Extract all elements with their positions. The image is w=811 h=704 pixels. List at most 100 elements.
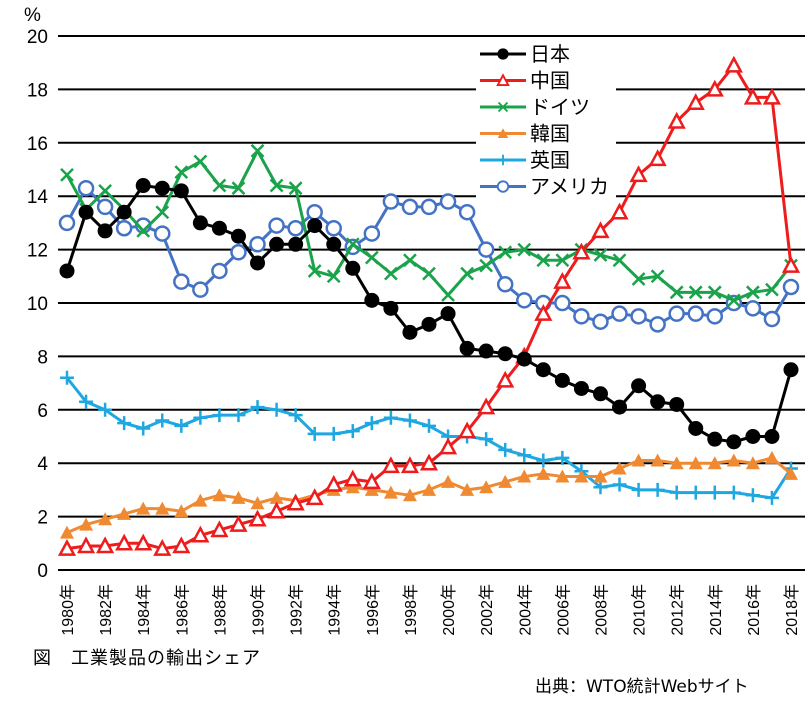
data-point [60,525,74,539]
data-point [743,87,762,105]
x-tick-label: 2002年 [478,584,496,636]
series-line [65,376,793,500]
data-point [688,456,703,470]
data-point [402,413,417,428]
data-point [384,266,398,281]
y-tick-label: 10 [27,294,48,315]
data-point [231,408,246,423]
data-point [459,340,475,356]
data-point [631,482,646,497]
data-point [650,482,665,497]
data-point [193,493,208,507]
data-point [401,198,419,216]
data-point [535,362,551,378]
data-point [707,285,722,300]
data-point [307,218,323,234]
data-point [250,143,265,158]
data-point [115,219,133,237]
data-point [269,236,285,252]
data-point [172,536,191,554]
legend-marker [497,48,509,60]
data-point [555,469,570,483]
data-point [174,504,189,518]
x-tick-label: 2008年 [592,584,610,636]
data-point [764,490,779,505]
x-tick-label: 2016年 [745,584,763,636]
data-point [687,305,704,322]
data-point [555,450,570,465]
data-point [496,276,514,293]
data-point [211,220,227,236]
y-axis-ticks: 0 2 4 6 8 10 12 14 16 18 20 [27,27,49,582]
x-tick-label: 1980年 [59,584,77,636]
y-tick-label: 2 [37,508,48,529]
data-point [98,512,113,526]
data-point [326,269,341,284]
data-point [345,424,360,439]
data-point [345,260,361,276]
data-point [155,205,170,220]
data-point [591,221,610,239]
data-point [460,266,474,281]
data-point [307,426,322,441]
data-point [707,456,722,470]
data-point [593,469,608,483]
data-point [592,386,608,402]
data-point [173,273,190,290]
data-point [460,482,475,496]
x-tick-label: 1988年 [211,584,229,636]
legend-item: 日本 [480,42,570,66]
data-point [154,225,171,242]
data-point [267,501,286,519]
data-point [193,154,208,169]
data-point [250,496,265,510]
data-point [726,434,742,450]
data-point [593,248,608,262]
data-point [269,402,284,417]
data-point [783,362,799,378]
data-point [154,180,170,196]
data-point [554,294,571,312]
x-tick-label: 1986年 [173,584,191,636]
legend-label: 日本 [530,42,570,66]
data-point [593,480,608,495]
data-point [477,241,495,258]
data-point [402,488,417,502]
y-tick-label: 4 [37,454,48,475]
data-point [534,304,553,321]
legend-item: ドイツ [480,95,590,119]
data-point [498,474,513,488]
data-point [479,432,494,447]
data-point [667,111,686,129]
data-point [422,418,436,433]
data-point [134,533,153,551]
data-point [439,193,457,210]
legend-item: 中国 [480,69,570,93]
data-point [115,533,134,551]
x-tick-label: 1992年 [288,584,306,636]
legend-label: 韓国 [530,122,570,146]
data-point [269,178,284,193]
data-point [649,316,666,333]
data-point [479,480,494,494]
data-point [707,431,723,447]
data-point [478,343,494,359]
x-tick-label: 2004年 [516,584,534,636]
data-point [231,490,246,504]
data-point [726,453,741,467]
data-point [669,285,684,300]
data-point [650,453,665,467]
x-tick-label: 2000年 [440,584,458,636]
data-point [192,281,209,298]
source-note: 出典：WTO統計Webサイト [535,677,749,697]
data-point [98,183,112,198]
y-tick-label: 0 [37,561,48,582]
data-point [573,380,589,396]
data-point [229,514,248,532]
legend-label: アメリカ [530,175,609,199]
legend-marker [496,180,510,193]
data-point [96,536,115,554]
data-point [422,266,436,281]
y-tick-label: 20 [27,27,48,48]
